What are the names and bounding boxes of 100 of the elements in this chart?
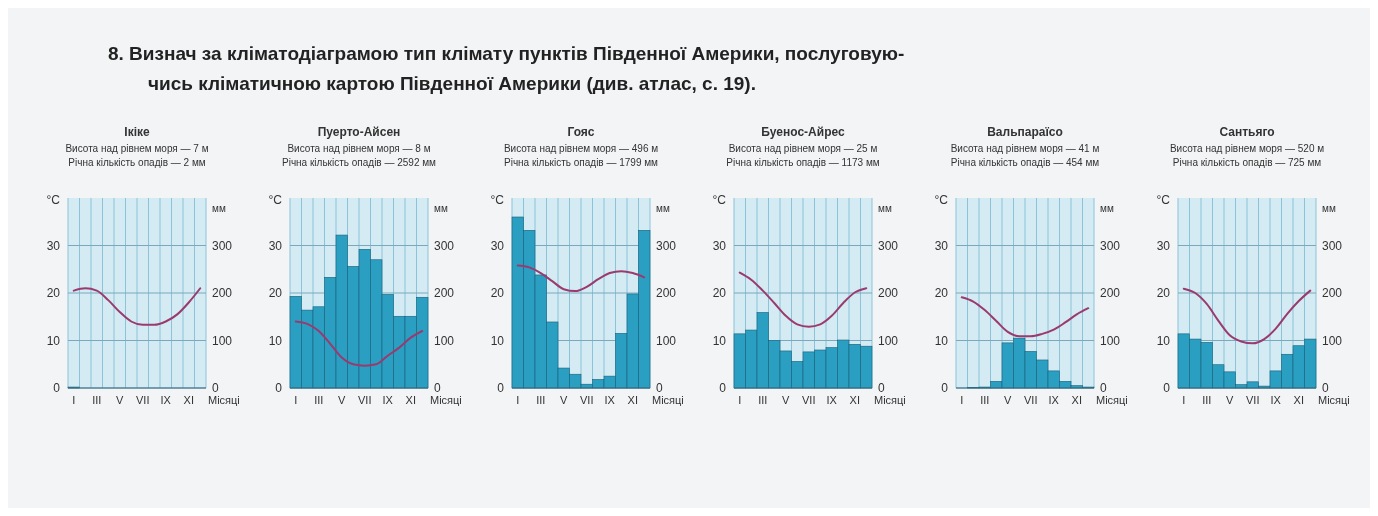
y2-axis-title: мм — [1322, 202, 1336, 214]
y2-tick-label: 0 — [434, 381, 441, 396]
y2-axis-title: мм — [434, 202, 448, 214]
x-tick-label: III — [980, 394, 990, 406]
y2-axis-title: мм — [212, 202, 226, 214]
y-axis-title: °C — [490, 193, 505, 208]
y2-tick-label: 100 — [1100, 333, 1121, 348]
x-tick-label: IX — [826, 394, 838, 406]
y-tick-label: 30 — [712, 238, 727, 253]
chart-subtitle: Висота над рівнем моря — 41 м Річна кількість опадів — 454 мм — [950, 143, 1100, 168]
x-tick-label: I — [72, 394, 76, 406]
y2-tick-label: 200 — [212, 286, 233, 301]
y-tick-label: 0 — [719, 381, 727, 396]
y-tick-label: 30 — [490, 238, 505, 253]
x-tick-label: III — [92, 394, 102, 406]
y-tick-label: 10 — [1156, 333, 1171, 348]
y2-tick-label: 200 — [434, 286, 455, 301]
y2-tick-label: 100 — [656, 333, 677, 348]
y2-axis-title: мм — [878, 202, 892, 214]
x-tick-label: I — [1182, 394, 1186, 406]
chart-subtitle: Висота над рівнем моря — 520 м Річна кількість опадів — 725 мм — [1169, 143, 1325, 168]
y-tick-label: 30 — [934, 238, 949, 253]
x-tick-label: III — [536, 394, 546, 406]
y-tick-label: 20 — [268, 286, 283, 301]
y-tick-label: 0 — [1163, 381, 1171, 396]
y-tick-label: 10 — [490, 333, 505, 348]
x-tick-label: V — [560, 394, 569, 406]
y-tick-label: 20 — [490, 286, 505, 301]
x-tick-label: XI — [1071, 394, 1082, 406]
y2-axis-title: мм — [1100, 202, 1114, 214]
x-tick-label: V — [338, 394, 347, 406]
y-axis-title: °C — [1156, 193, 1171, 208]
x-tick-label: IX — [382, 394, 394, 406]
x-axis-title: Місяці — [1318, 394, 1350, 406]
x-tick-label: I — [960, 394, 964, 406]
y2-tick-label: 0 — [1100, 381, 1107, 396]
y2-tick-label: 200 — [1322, 286, 1343, 301]
x-axis-title: Місяці — [874, 394, 906, 406]
x-tick-label: V — [782, 394, 791, 406]
y2-axis-title: мм — [656, 202, 670, 214]
y2-tick-label: 300 — [878, 238, 899, 253]
x-axis-title: Місяці — [430, 394, 462, 406]
x-tick-label: I — [294, 394, 298, 406]
chart-subtitle: Висота над рівнем моря — 496 м Річна кількість опадів — 1799 мм — [503, 143, 659, 168]
x-tick-label: XI — [849, 394, 860, 406]
x-tick-label: IX — [1270, 394, 1282, 406]
y-tick-label: 20 — [1156, 286, 1171, 301]
y-tick-label: 10 — [934, 333, 949, 348]
y2-tick-label: 0 — [212, 381, 219, 396]
text: 8. Визнач за кліматодіаграмою тип клімату пунктів Південної Америки, послуговую- чись кліматичною картою Південної Америки (див. атлас, с. 19). — [108, 43, 905, 94]
x-tick-label: IX — [604, 394, 616, 406]
y-tick-label: 30 — [268, 238, 283, 253]
y2-tick-label: 300 — [434, 238, 455, 253]
y-tick-label: 30 — [1156, 238, 1171, 253]
x-axis-title: Місяці — [208, 394, 240, 406]
y-tick-label: 30 — [46, 238, 61, 253]
x-tick-label: VII — [1024, 394, 1038, 406]
x-tick-label: XI — [183, 394, 194, 406]
chart-subtitle: Висота над рівнем моря — 25 м Річна кількість опадів — 1173 мм — [726, 143, 880, 168]
x-tick-label: I — [516, 394, 520, 406]
y2-tick-label: 0 — [878, 381, 885, 396]
x-tick-label: IX — [1048, 394, 1060, 406]
y-tick-label: 20 — [712, 286, 727, 301]
y2-tick-label: 300 — [1100, 238, 1121, 253]
y2-tick-label: 0 — [1322, 381, 1329, 396]
y2-tick-label: 300 — [212, 238, 233, 253]
y-tick-label: 20 — [934, 286, 949, 301]
chart-title: Вальпараїсо — [987, 125, 1063, 139]
x-axis-title: Місяці — [1096, 394, 1128, 406]
y-tick-label: 10 — [46, 333, 61, 348]
y2-tick-label: 100 — [212, 333, 233, 348]
x-tick-label: VII — [1246, 394, 1260, 406]
chart-subtitle: Висота над рівнем моря — 8 м Річна кількість опадів — 2592 мм — [281, 143, 437, 168]
y2-tick-label: 100 — [878, 333, 899, 348]
x-tick-label: XI — [1293, 394, 1304, 406]
x-tick-label: XI — [405, 394, 416, 406]
y2-tick-label: 200 — [656, 286, 677, 301]
chart-title: Ікіке — [124, 125, 150, 139]
y-tick-label: 10 — [268, 333, 283, 348]
y2-tick-label: 300 — [1322, 238, 1343, 253]
y-axis-title: °C — [268, 193, 283, 208]
y2-tick-label: 0 — [656, 381, 663, 396]
chart-title: Буенос-Айрес — [761, 125, 845, 139]
x-tick-label: VII — [358, 394, 372, 406]
x-tick-label: V — [1226, 394, 1235, 406]
x-tick-label: VII — [580, 394, 594, 406]
y2-tick-label: 100 — [434, 333, 455, 348]
y2-tick-label: 200 — [1100, 286, 1121, 301]
y-tick-label: 0 — [53, 381, 61, 396]
y-axis-title: °C — [46, 193, 61, 208]
chart-title: Пуерто-Айсен — [317, 125, 401, 139]
x-tick-label: V — [116, 394, 125, 406]
x-tick-label: V — [1004, 394, 1013, 406]
x-tick-label: VII — [802, 394, 816, 406]
y-tick-label: 0 — [941, 381, 949, 396]
x-tick-label: XI — [627, 394, 638, 406]
y-axis-title: °C — [712, 193, 727, 208]
chart-title: Сантьяго — [1219, 125, 1275, 139]
x-tick-label: III — [758, 394, 768, 406]
y-tick-label: 0 — [275, 381, 283, 396]
